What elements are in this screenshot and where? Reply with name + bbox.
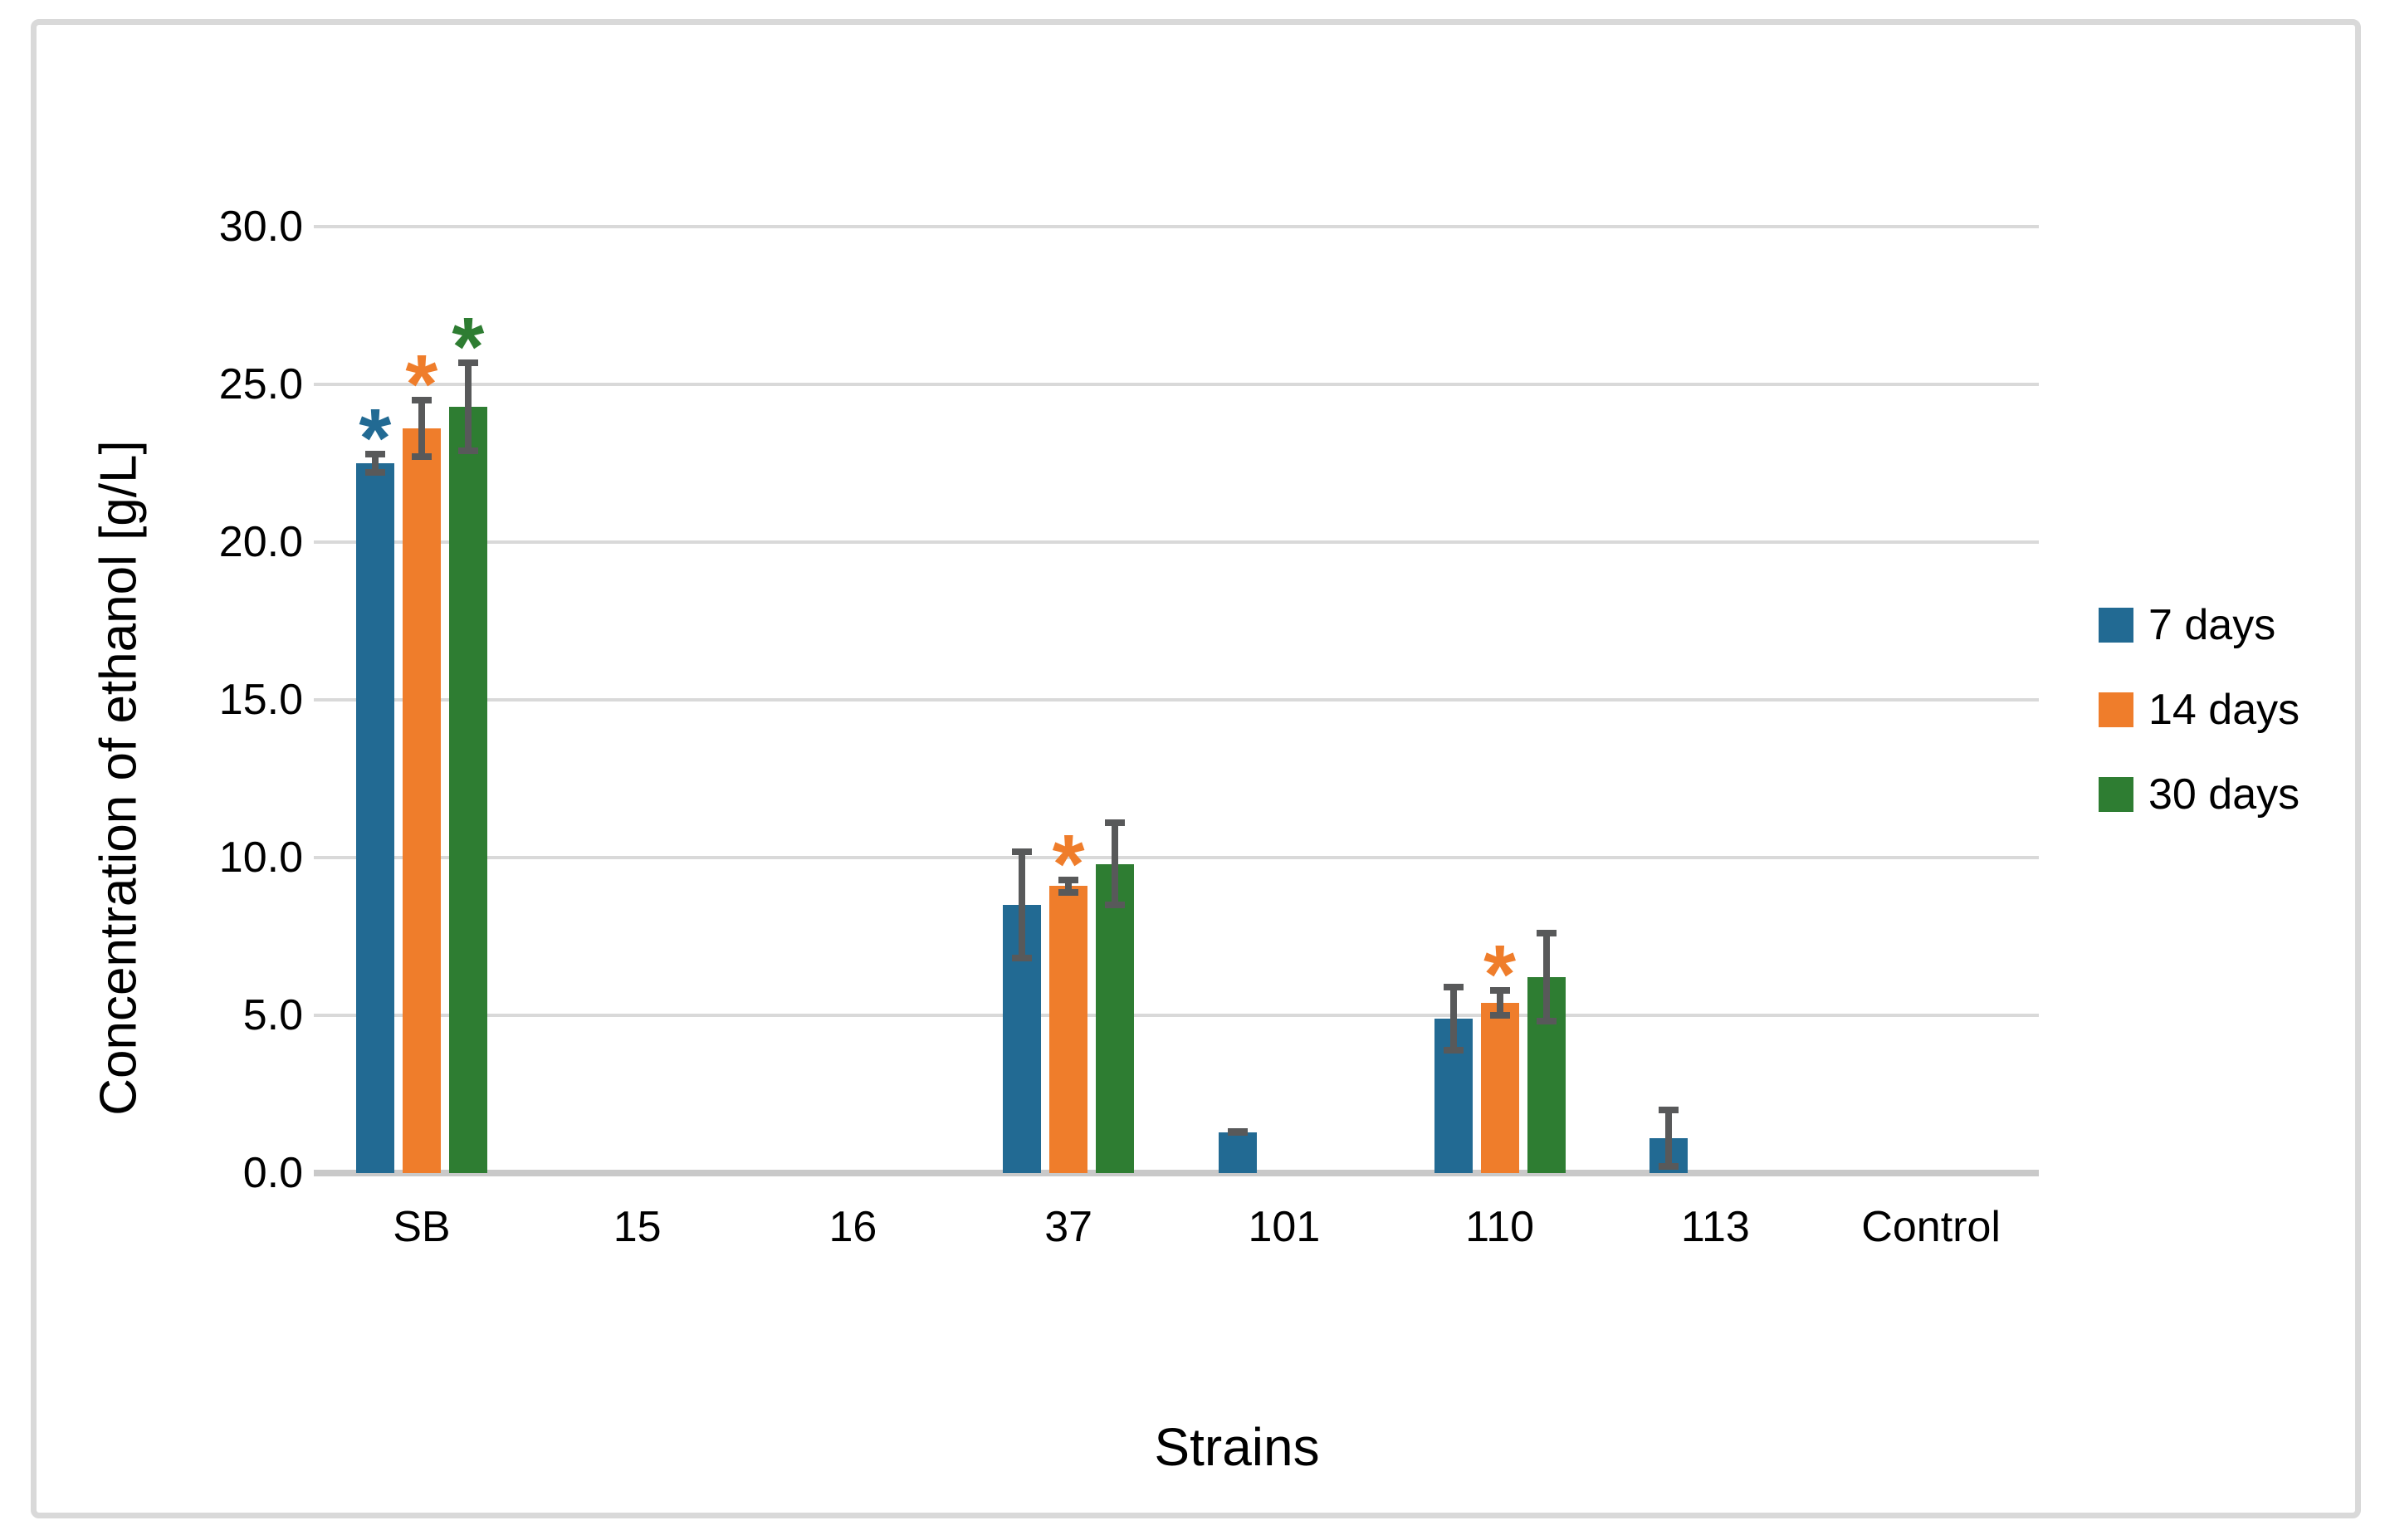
gridline-15.0 — [314, 698, 2039, 702]
x-category-label-37: 37 — [1044, 1203, 1093, 1251]
error-bar-cap-top — [1105, 819, 1126, 827]
legend-label: 14 days — [2148, 686, 2300, 734]
gridline-25.0 — [314, 383, 2039, 386]
bar-SB-14-days — [402, 428, 441, 1173]
x-axis-baseline — [314, 1170, 2039, 1176]
legend-label: 7 days — [2148, 601, 2276, 649]
x-axis-title: Strains — [1154, 1417, 1320, 1477]
bar-37-14-days — [1049, 886, 1088, 1173]
y-tick-label-10.0: 10.0 — [218, 834, 303, 882]
error-bar-cap-top — [1443, 984, 1464, 990]
x-category-label-15: 15 — [613, 1203, 662, 1251]
bar-SB-7-days — [355, 463, 394, 1173]
bar-37-30-days — [1096, 863, 1135, 1173]
error-bar-cap-bottom — [1227, 1128, 1248, 1136]
y-tick-label-0.0: 0.0 — [242, 1149, 303, 1197]
error-bar-line — [418, 397, 425, 461]
error-bar-line — [1449, 984, 1457, 1054]
significance-asterisk-SB-7-days: * — [359, 391, 392, 485]
y-tick-label-5.0: 5.0 — [242, 991, 303, 1039]
significance-asterisk-SB-30-days: * — [452, 300, 485, 394]
significance-asterisk-37-14-days: * — [1052, 817, 1085, 911]
y-tick-label-25.0: 25.0 — [218, 360, 303, 408]
error-bar-line — [1065, 876, 1073, 896]
legend-item-14-days: 14 days — [2099, 688, 2299, 731]
error-bar-cap-top — [364, 450, 385, 457]
error-bar-cap-top — [1536, 930, 1557, 937]
x-category-label-16: 16 — [828, 1203, 877, 1251]
y-tick-label-30.0: 30.0 — [218, 203, 303, 251]
bar-SB-30-days — [448, 406, 487, 1173]
significance-asterisk-SB-14-days: * — [405, 338, 438, 432]
error-bar-cap-bottom — [411, 453, 432, 461]
bar-110-14-days — [1480, 1002, 1519, 1173]
gridline-10.0 — [314, 856, 2039, 859]
legend: 7 days 14 days 30 days — [2099, 604, 2299, 816]
error-bar-cap-top — [411, 397, 432, 404]
error-bar-line — [1019, 848, 1026, 962]
x-category-label-110: 110 — [1465, 1203, 1535, 1251]
error-bar-line — [464, 359, 472, 454]
error-bar-line — [371, 450, 379, 477]
error-bar-cap-bottom — [1536, 1018, 1557, 1025]
significance-asterisk-110-14-days: * — [1483, 927, 1517, 1021]
error-bar-cap-bottom — [457, 447, 478, 454]
error-bar-line — [1112, 819, 1119, 908]
x-category-label-SB: SB — [393, 1203, 451, 1251]
legend-label: 30 days — [2148, 770, 2300, 819]
error-bar-cap-top — [1058, 876, 1079, 883]
error-bar-cap-bottom — [1105, 901, 1126, 908]
legend-item-7-days: 7 days — [2099, 604, 2299, 647]
error-bar-cap-top — [1659, 1107, 1679, 1114]
legend-swatch-14-days — [2099, 692, 2133, 727]
error-bar-cap-top — [1489, 986, 1510, 994]
error-bar-line — [1542, 930, 1550, 1025]
error-bar-cap-bottom — [1058, 888, 1079, 896]
error-bar-cap-top — [1012, 848, 1033, 855]
legend-swatch-7-days — [2099, 608, 2133, 643]
error-bar-cap-bottom — [1659, 1163, 1679, 1171]
gridline-30.0 — [314, 225, 2039, 228]
plot-area: * * * * * — [314, 225, 2039, 1176]
error-bar-cap-bottom — [364, 469, 385, 477]
error-bar-cap-bottom — [1012, 955, 1033, 962]
error-bar-cap-bottom — [1443, 1046, 1464, 1054]
legend-swatch-30-days — [2099, 777, 2133, 812]
error-bar-line — [1496, 986, 1503, 1019]
gridline-20.0 — [314, 540, 2039, 544]
error-bar-cap-bottom — [1489, 1011, 1510, 1019]
x-category-label-113: 113 — [1680, 1203, 1750, 1251]
y-tick-label-15.0: 15.0 — [218, 676, 303, 724]
error-bar-line — [1665, 1107, 1673, 1171]
x-category-label-101: 101 — [1248, 1203, 1321, 1251]
gridline-5.0 — [314, 1014, 2039, 1017]
bar-101-7-days — [1218, 1132, 1257, 1173]
x-category-label-Control: Control — [1861, 1203, 2001, 1251]
y-tick-label-20.0: 20.0 — [218, 518, 303, 566]
legend-item-30-days: 30 days — [2099, 773, 2299, 816]
error-bar-cap-top — [457, 359, 478, 366]
